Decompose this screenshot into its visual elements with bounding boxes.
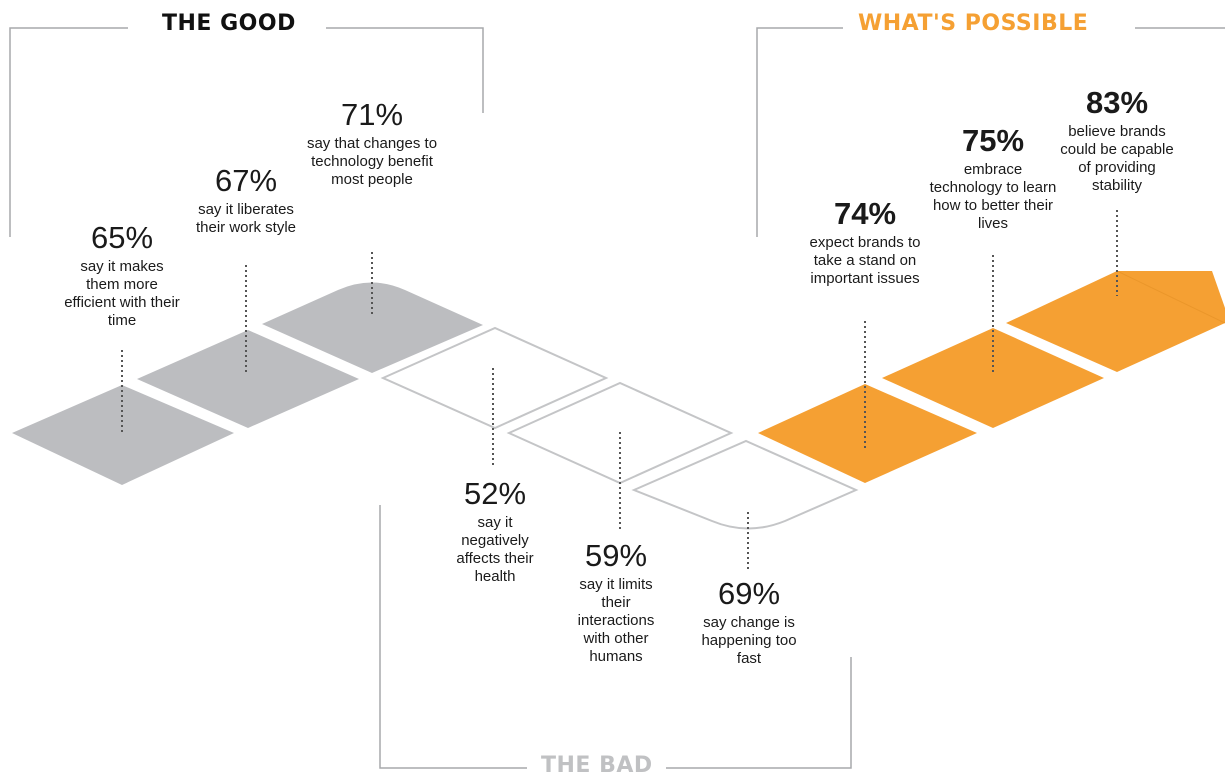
stat-value: 69% [717,576,781,611]
stat-possible-75: 75% embrace technology to learn how to b… [928,123,1058,233]
stat-description: say it limits their interactions with ot… [577,576,655,665]
stat-good-65: 65% say it makes them more efficient wit… [62,220,182,330]
good-bracket [9,27,484,237]
possible-bracket [756,27,1225,237]
stat-value: 71% [340,97,404,132]
leader-lines [121,210,1118,572]
section-title-bad: THE BAD [541,753,653,778]
tile-possible-75 [882,328,1104,428]
tile-possible-74 [758,384,977,483]
bad-bracket [379,505,852,769]
bad-tiles [380,326,859,530]
stat-description: say it makes them more efficient with th… [64,258,180,329]
stat-possible-74: 74% expect brands to take a stand on imp… [800,196,930,288]
stat-value: 74% [833,196,897,231]
tile-bad-59 [506,381,734,485]
stat-value: 52% [463,476,527,511]
section-title-good: THE GOOD [162,11,296,36]
stat-value: 83% [1085,85,1149,120]
stat-value: 59% [584,538,648,573]
tile-good-65 [12,385,234,485]
tile-good-67 [137,330,359,428]
section-title-possible: WHAT'S POSSIBLE [858,11,1089,36]
stat-bad-52: 52% say it negatively affects their heal… [445,476,545,586]
stat-description: embrace technology to learn how to bette… [929,161,1057,232]
stat-possible-83: 83% believe brands could be capable of p… [1052,85,1182,195]
possible-arrow-crease [1116,270,1225,324]
stat-bad-59: 59% say it limits their interactions wit… [566,538,666,666]
stat-value: 65% [90,220,154,255]
stat-description: believe brands could be capable of provi… [1060,123,1174,194]
stat-description: say it liberates their work style [195,201,297,236]
tile-bad-69 [631,439,859,530]
stat-good-71: 71% say that changes to technology benef… [302,97,442,189]
tile-good-71 [262,282,483,373]
stat-bad-69: 69% say change is happening too fast [689,576,809,668]
stat-description: say it negatively affects their health [456,514,534,585]
section-brackets [9,27,1225,769]
good-tiles [12,282,483,485]
possible-tiles [758,271,1225,483]
tile-bad-52 [380,326,609,430]
stat-good-67: 67% say it liberates their work style [186,163,306,237]
stat-description: say that changes to technology benefit m… [306,135,438,188]
stat-description: expect brands to take a stand on importa… [809,234,921,287]
stat-value: 67% [214,163,278,198]
stat-description: say change is happening too fast [701,614,797,667]
stat-value: 75% [961,123,1025,158]
